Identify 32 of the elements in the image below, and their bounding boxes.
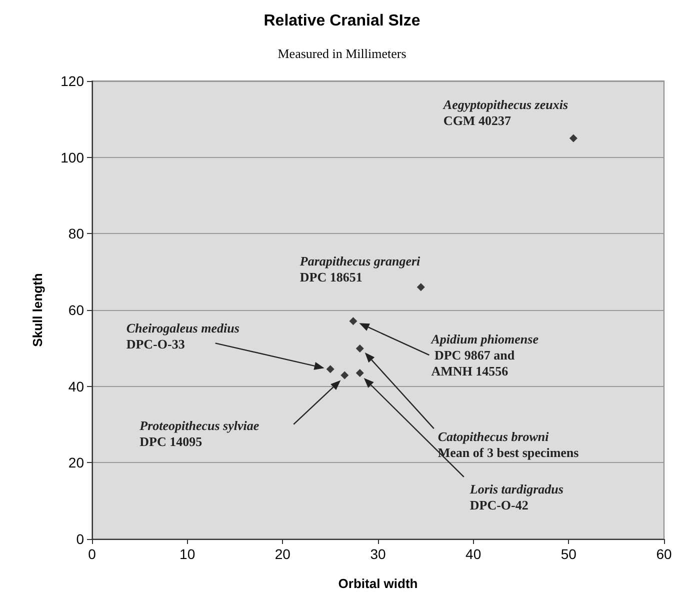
y-tick-label: 20 (68, 454, 84, 471)
y-tick-label: 60 (68, 302, 84, 318)
annotation: Proteopithecus sylviae DPC 14095 (140, 418, 260, 449)
point (340, 371, 349, 380)
point (326, 365, 334, 374)
annotation: Cheirogaleus medius DPC-O-33 (126, 320, 240, 352)
y-axis-title: Skull length (30, 273, 45, 347)
y-tick-label: 120 (60, 73, 84, 89)
annotation: Apidium phiomense DPC 9867 and AMNH 14556 (430, 332, 539, 379)
y-tick-label: 100 (60, 149, 84, 166)
x-tick-label: 30 (370, 546, 386, 562)
point (356, 344, 364, 353)
y-tick-label: 80 (68, 226, 84, 242)
point (349, 317, 358, 326)
x-tick-label: 20 (274, 546, 291, 562)
y-tick-label: 40 (68, 378, 84, 394)
x-tick-label: 0 (88, 546, 96, 562)
x-tick-label: 60 (656, 546, 672, 562)
point (569, 134, 578, 142)
x-tick-label: 40 (466, 546, 482, 562)
chart-title: Relative Cranial SIze (264, 12, 420, 30)
annotation: Aegyptopithecus zeuxis CGM 40237 (442, 96, 568, 128)
chart-subtitle: Measured in Millimeters (278, 46, 406, 61)
x-tick-label: 10 (180, 546, 196, 562)
x-tick-label: 50 (560, 546, 577, 562)
annotation: Loris tardigradus DPC-O-42 (468, 481, 564, 512)
annotation: Catopithecus browni Mean of 3 best specimens (438, 429, 579, 460)
point (416, 283, 425, 292)
y-tick-label: 0 (76, 531, 84, 547)
point (356, 368, 364, 377)
x-axis-title: Orbital width (338, 576, 418, 591)
annotation: Parapithecus grangeri DPC 18651 (300, 254, 421, 285)
